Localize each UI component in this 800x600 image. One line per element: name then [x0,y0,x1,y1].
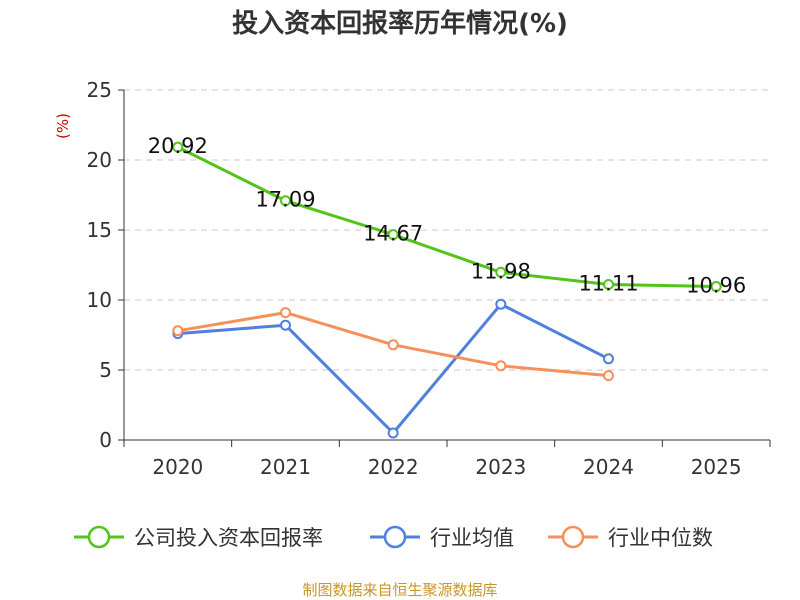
data-labels: 20.92 17.09 14.67 11.98 11.11 10.96 [148,134,746,297]
data-point-1-2023 [495,298,507,310]
data-point-1-2021 [280,319,291,331]
legend-marker-0 [87,525,111,549]
legend-marker-1 [383,525,407,549]
data-point-1-2022 [387,427,399,439]
x-tick-label-2024: 2024 [583,455,634,479]
data-label-2021: 17.09 [255,188,315,212]
y-tick-label-20: 20 [87,148,112,172]
x-tick-label-2022: 2022 [368,455,419,479]
data-point-0-2022 [387,229,399,241]
x-tick-label-2021: 2021 [260,455,311,479]
legend-label-2: 行业中位数 [608,526,713,550]
data-point-0-2020 [172,141,184,153]
data-point-1-2024 [603,353,614,365]
series-layer [172,141,722,439]
x-tick-label-2023: 2023 [475,455,526,479]
y-tick-label-10: 10 [87,288,112,312]
legend-label-1: 行业均值 [430,526,514,550]
data-point-2-2024 [603,370,614,382]
legend-item-1[interactable]: 行业均值 [370,525,514,550]
data-point-2-2020 [172,325,184,337]
data-point-2-2021 [280,307,291,319]
legend[interactable]: 公司投入资本回报率 行业均值 行业中位数 [74,525,713,550]
y-tick-label-0: 0 [99,428,112,452]
data-point-0-2021 [280,195,291,207]
data-label-2024: 11.11 [578,271,638,295]
y-tick-label-15: 15 [87,218,112,242]
legend-item-0[interactable]: 公司投入资本回报率 [74,525,323,550]
grid-lines [124,89,770,371]
x-tick-label-2025: 2025 [691,455,742,479]
legend-marker-2 [561,525,585,549]
x-tick-label-2020: 2020 [152,455,203,479]
y-tick-label-25: 25 [87,78,112,102]
data-label-2022: 14.67 [363,222,423,246]
y-axis-unit: (%) [54,113,72,139]
legend-item-2[interactable]: 行业中位数 [548,525,713,550]
data-point-0-2024 [603,278,614,290]
y-tick-label-5: 5 [99,358,112,382]
data-point-0-2025 [710,281,722,293]
source-note: 制图数据来自恒生聚源数据库 [302,581,497,599]
series-line-0 [177,145,717,289]
data-point-2-2022 [387,339,399,351]
data-point-2-2023 [495,360,507,372]
chart-title: 投入资本回报率历年情况(%) [232,8,568,39]
data-label-2020: 20.92 [148,134,208,158]
data-label-2025: 10.96 [686,274,746,298]
legend-label-0: 公司投入资本回报率 [134,526,323,550]
data-point-0-2023 [495,266,507,278]
data-label-2023: 11.98 [471,259,531,283]
